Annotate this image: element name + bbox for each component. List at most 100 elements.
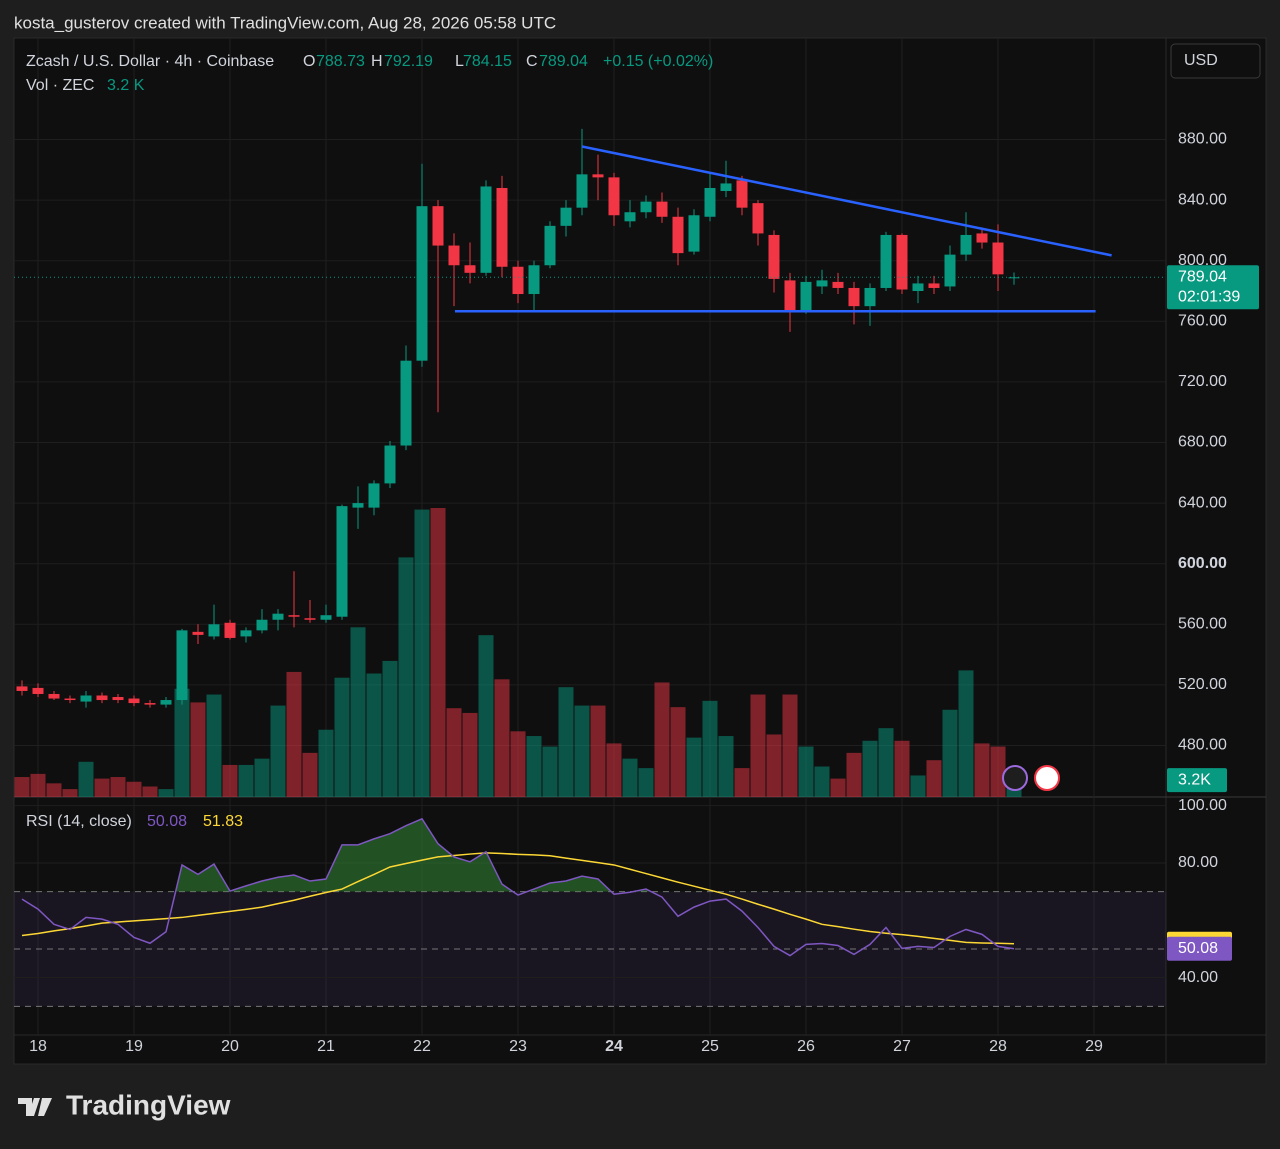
volume-bar (382, 660, 398, 797)
x-tick-label: 23 (509, 1038, 527, 1055)
volume-bar (846, 752, 862, 797)
rsi-badge-label: 50.08 (1178, 940, 1218, 957)
rsi-legend-value: 50.08 (147, 813, 187, 830)
volume-bar (590, 705, 606, 797)
currency-label[interactable]: USD (1184, 52, 1218, 69)
rsi-title: RSI (14, close) (26, 813, 132, 830)
candle-body (496, 187, 508, 267)
candle-body (560, 207, 572, 226)
rsi-tick-label: 40.00 (1178, 969, 1218, 986)
volume-legend: 3.2 K (107, 77, 145, 94)
candle-body (336, 506, 348, 617)
candle-body (352, 503, 364, 508)
candle-body (384, 445, 396, 484)
legend-value: 788.73 (316, 53, 365, 70)
y-tick-label: 640.00 (1178, 494, 1227, 511)
candle-body (960, 234, 972, 255)
candle-body (640, 201, 652, 213)
volume-bar (30, 773, 46, 797)
y-tick-label: 720.00 (1178, 373, 1227, 390)
volume-bar (878, 728, 894, 797)
candle-body (864, 287, 876, 307)
last-price-label: 789.04 (1178, 269, 1227, 286)
candle-body (816, 280, 828, 287)
volume-bar (254, 758, 270, 797)
candle-body (64, 698, 76, 701)
legend-value: 784.15 (463, 53, 512, 70)
candle-body (752, 203, 764, 234)
volume-bar (126, 781, 142, 797)
volume-bar (398, 557, 414, 797)
candle-body (512, 266, 524, 295)
trendline (581, 145, 1112, 257)
volume-bar (798, 746, 814, 797)
candle-body (528, 265, 540, 295)
volume-bar (894, 740, 910, 797)
volume-bar (654, 682, 670, 797)
volume-bar (62, 789, 78, 797)
volume-bar (686, 737, 702, 797)
legend-value: 792.19 (384, 53, 433, 70)
volume-bar (782, 694, 798, 797)
candle-body (784, 280, 796, 313)
volume-bar (622, 758, 638, 797)
footer-logo: TradingView (18, 1089, 231, 1120)
x-tick-label: 21 (317, 1038, 335, 1055)
y-tick-label: 480.00 (1178, 737, 1227, 754)
candle-body (576, 174, 588, 208)
legend-letter: H (371, 53, 383, 70)
candle-body (400, 360, 412, 446)
countdown: 02:01:39 (1178, 289, 1240, 306)
candle-body (544, 225, 556, 266)
candle-body (672, 216, 684, 254)
candle-body (208, 624, 220, 637)
legend-letter: C (526, 53, 538, 70)
candle-body (240, 630, 252, 637)
candle-body (16, 686, 28, 691)
volume-bar (638, 768, 654, 797)
volume-bar (110, 777, 126, 797)
volume-bar (670, 707, 686, 797)
legend-change: +0.15 (+0.02%) (603, 53, 713, 70)
candle-body (608, 177, 620, 216)
candle-body (160, 700, 172, 705)
currency-button[interactable] (1170, 43, 1261, 79)
symbol: Zcash / U.S. Dollar · 4h · Coinbase (26, 53, 274, 70)
candle-body (112, 697, 124, 701)
volume-bar (270, 705, 286, 797)
rsi-ma-line (21, 852, 1015, 945)
volume-bar (830, 778, 846, 797)
volume-bar (510, 731, 526, 797)
candle-body (432, 206, 444, 246)
volume-bar (366, 673, 382, 797)
candle-body (80, 695, 92, 702)
rsi-line (21, 817, 1015, 957)
volume-bar (158, 789, 174, 797)
volume-bar (574, 705, 590, 797)
volume-bar (926, 760, 942, 797)
volume-bar (814, 766, 830, 797)
x-tick-label: 25 (701, 1038, 719, 1055)
candle-body (320, 615, 332, 620)
candle-body (896, 234, 908, 290)
volume-bar (446, 708, 462, 797)
volume-title: Vol · ZEC (26, 77, 94, 94)
volume-bar (606, 743, 622, 797)
x-tick-label: 22 (413, 1038, 431, 1055)
legend-value: 789.04 (539, 53, 588, 70)
rsi-tick-label: 80.00 (1178, 854, 1218, 871)
volume-bar (942, 709, 958, 797)
candle-body (272, 613, 284, 620)
volume-bar (46, 783, 62, 797)
volume-bar (414, 509, 430, 797)
volume-bar (462, 712, 478, 797)
volume-bar (142, 786, 158, 797)
volume-bar (718, 736, 734, 797)
candle-body (176, 630, 188, 701)
y-tick-label: 680.00 (1178, 434, 1227, 451)
volume-bar (702, 700, 718, 797)
icon-lightning (1002, 765, 1028, 791)
candle-body (48, 693, 60, 699)
volume-bar (974, 743, 990, 797)
